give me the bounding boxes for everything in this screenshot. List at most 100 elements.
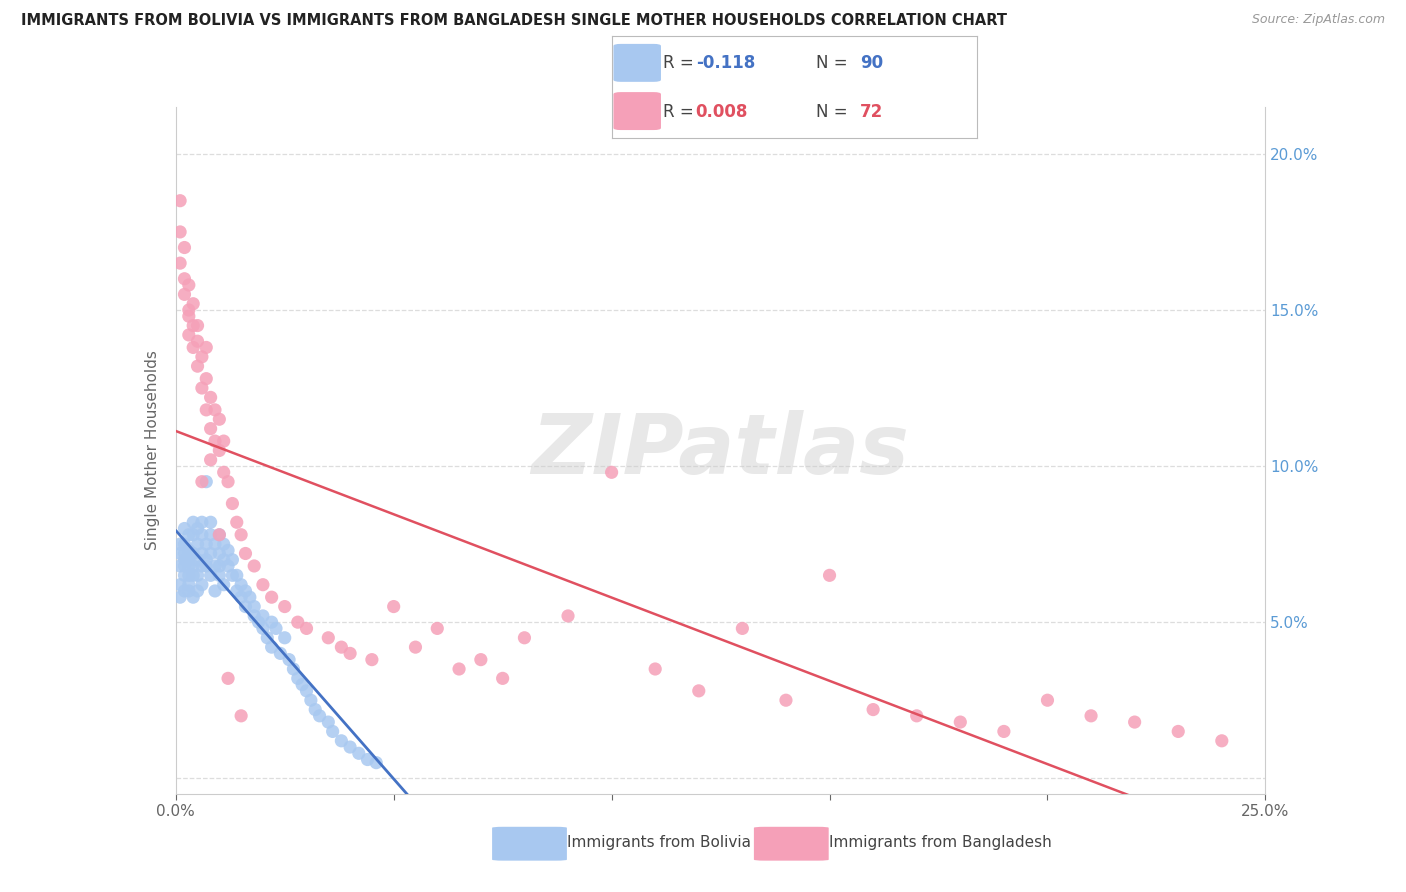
Point <box>356 753 378 767</box>
Point <box>231 591 253 605</box>
Point <box>221 568 243 582</box>
Point <box>1211 733 1233 747</box>
Point <box>688 683 710 698</box>
Text: N =: N = <box>817 54 853 72</box>
Point <box>191 515 214 529</box>
Point <box>231 527 253 541</box>
Point <box>181 527 204 541</box>
Point <box>181 296 204 311</box>
Point <box>217 475 239 489</box>
Point <box>169 578 191 592</box>
Point <box>169 225 191 239</box>
Point <box>191 475 214 489</box>
Point <box>278 653 301 667</box>
Point <box>405 640 427 655</box>
Point <box>256 631 278 645</box>
Point <box>177 578 200 592</box>
Point <box>181 558 204 573</box>
Point <box>169 546 191 561</box>
Point <box>274 631 297 645</box>
Point <box>339 740 361 755</box>
Point <box>177 328 200 343</box>
Point <box>295 683 318 698</box>
Point <box>181 568 204 582</box>
Text: R =: R = <box>662 103 699 120</box>
Point <box>269 646 291 660</box>
FancyBboxPatch shape <box>613 92 661 130</box>
Point <box>426 621 449 635</box>
Point <box>243 599 266 614</box>
Point <box>1036 693 1059 707</box>
Point <box>208 546 231 561</box>
Point <box>247 615 270 630</box>
Point <box>318 715 340 730</box>
Point <box>191 558 214 573</box>
Text: 0.008: 0.008 <box>696 103 748 120</box>
Point <box>191 546 214 561</box>
FancyBboxPatch shape <box>613 44 661 82</box>
Point <box>173 546 195 561</box>
Text: R =: R = <box>662 54 699 72</box>
Point <box>382 599 405 614</box>
Point <box>993 724 1015 739</box>
Point <box>217 671 239 685</box>
Point <box>243 608 266 623</box>
Point <box>173 583 195 598</box>
Point <box>177 552 200 567</box>
Point <box>231 708 253 723</box>
Point <box>600 466 623 480</box>
Point <box>177 568 200 582</box>
Point <box>181 318 204 333</box>
Point <box>200 568 222 582</box>
Point <box>347 746 370 760</box>
Point <box>181 515 204 529</box>
Point <box>208 443 231 458</box>
Point <box>221 496 243 510</box>
Point <box>243 558 266 573</box>
Text: ZIPatlas: ZIPatlas <box>531 410 910 491</box>
Point <box>181 591 204 605</box>
Point <box>1123 715 1146 730</box>
Point <box>200 391 222 405</box>
Point <box>322 724 344 739</box>
Point <box>225 583 247 598</box>
Point <box>260 615 283 630</box>
Point <box>217 558 239 573</box>
Point <box>318 631 340 645</box>
Point <box>173 240 195 254</box>
Point <box>235 546 257 561</box>
Point <box>299 693 322 707</box>
Point <box>264 621 287 635</box>
Point <box>177 527 200 541</box>
Point <box>195 552 218 567</box>
Point <box>330 640 353 655</box>
Point <box>225 568 247 582</box>
Point <box>231 578 253 592</box>
Point <box>905 708 928 723</box>
Point <box>287 671 309 685</box>
Point <box>862 703 884 717</box>
Point <box>208 558 231 573</box>
Point <box>177 277 200 292</box>
Point <box>447 662 470 676</box>
Point <box>181 546 204 561</box>
Point <box>186 537 209 551</box>
Point <box>217 543 239 558</box>
Point <box>470 653 492 667</box>
Point <box>191 381 214 395</box>
Point <box>513 631 536 645</box>
Point <box>283 662 305 676</box>
Point <box>208 412 231 426</box>
Point <box>557 608 579 623</box>
Point <box>191 578 214 592</box>
Point <box>186 359 209 373</box>
FancyBboxPatch shape <box>492 827 567 861</box>
Point <box>1080 708 1102 723</box>
Point <box>200 453 222 467</box>
Point <box>204 558 226 573</box>
Point <box>191 527 214 541</box>
Point <box>212 537 235 551</box>
Point <box>195 558 218 573</box>
Point <box>169 537 191 551</box>
Y-axis label: Single Mother Households: Single Mother Households <box>145 351 160 550</box>
